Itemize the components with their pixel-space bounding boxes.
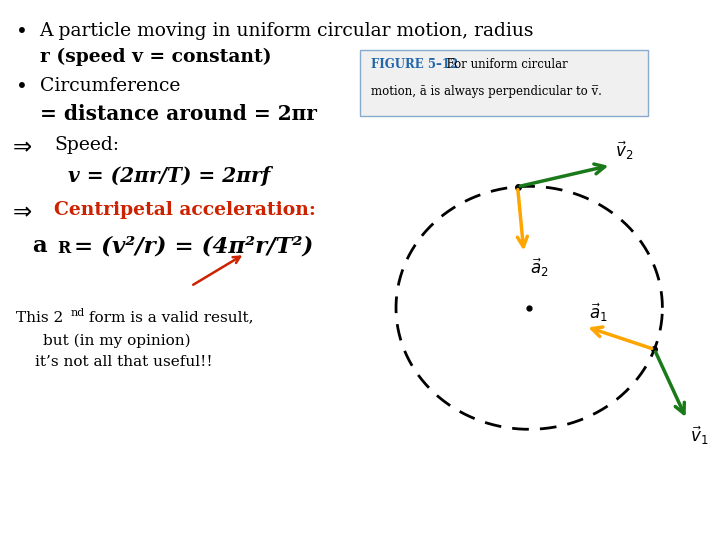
- Text: it’s not all that useful!!: it’s not all that useful!!: [35, 355, 212, 369]
- Text: Centripetal acceleration:: Centripetal acceleration:: [54, 201, 316, 219]
- Text: v = (2πr/T) = 2πrf: v = (2πr/T) = 2πrf: [68, 166, 271, 186]
- Text: $\vec{a}_1$: $\vec{a}_1$: [589, 301, 608, 324]
- Text: but (in my opinion): but (in my opinion): [43, 334, 191, 348]
- Text: $\vec{v}_1$: $\vec{v}_1$: [690, 425, 708, 448]
- Text: Speed:: Speed:: [54, 136, 119, 154]
- Text: FIGURE 5–12: FIGURE 5–12: [371, 58, 458, 71]
- Text: form is a valid result,: form is a valid result,: [84, 310, 253, 325]
- Text: ⇒: ⇒: [13, 201, 32, 224]
- Text: $\vec{a}_2$: $\vec{a}_2$: [530, 256, 549, 279]
- Text: R: R: [58, 240, 71, 257]
- Text: $\vec{v}_2$: $\vec{v}_2$: [615, 140, 633, 163]
- Text: This 2: This 2: [16, 310, 63, 325]
- Text: •: •: [16, 77, 27, 96]
- FancyBboxPatch shape: [360, 50, 648, 116]
- Text: A particle moving in uniform circular motion, radius: A particle moving in uniform circular mo…: [40, 22, 534, 39]
- Text: a: a: [32, 235, 47, 258]
- Text: For uniform circular: For uniform circular: [439, 58, 568, 71]
- Text: r (speed v = constant): r (speed v = constant): [40, 48, 271, 66]
- Text: ⇒: ⇒: [13, 136, 32, 159]
- Text: nd: nd: [71, 308, 85, 318]
- Text: •: •: [16, 22, 27, 40]
- Text: = (v²/r) = (4π²r/T²): = (v²/r) = (4π²r/T²): [66, 235, 314, 258]
- Text: motion, ā is always perpendicular to v̅.: motion, ā is always perpendicular to v̅.: [371, 85, 602, 98]
- Text: Circumference: Circumference: [40, 77, 180, 94]
- Text: = distance around = 2πr: = distance around = 2πr: [40, 104, 317, 124]
